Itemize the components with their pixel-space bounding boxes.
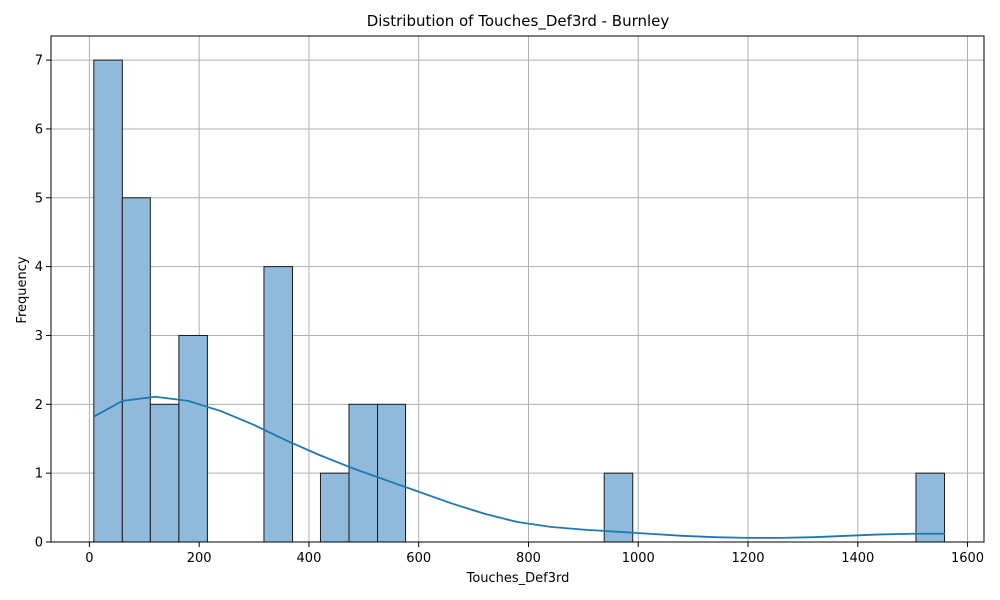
histogram-bar: [178, 334, 208, 543]
x-tick-label: 1600: [951, 551, 984, 566]
x-tick-label: 1200: [731, 551, 764, 566]
plot-frame: [50, 35, 985, 543]
x-tick-label: 600: [406, 551, 431, 566]
chart-title: Distribution of Touches_Def3rd - Burnley: [367, 12, 670, 31]
x-tick-label: 200: [187, 551, 212, 566]
y-tick-label: 4: [35, 260, 43, 275]
x-axis-ticks: 0 200 400 600 800 1000 1200 1400 1600: [85, 542, 984, 566]
y-tick-label: 3: [35, 329, 43, 344]
histogram-bar: [93, 59, 123, 543]
y-tick-label: 0: [35, 536, 43, 551]
x-tick-label: 800: [516, 551, 541, 566]
y-tick-label: 6: [35, 122, 43, 137]
x-tick-label: 1400: [841, 551, 874, 566]
y-tick-label: 5: [35, 191, 43, 206]
x-axis-label: Touches_Def3rd: [466, 571, 570, 586]
kde-layer: [92, 395, 946, 539]
histogram-bar: [348, 403, 379, 543]
y-axis-label: Frequency: [15, 256, 30, 323]
x-tick-label: 1000: [622, 551, 655, 566]
x-tick-label: 0: [85, 551, 93, 566]
y-tick-label: 1: [35, 467, 43, 482]
y-tick-label: 2: [35, 398, 43, 413]
y-axis-ticks: 0 1 2 3 4 5 6 7: [35, 54, 51, 551]
histogram-bar: [121, 197, 151, 543]
x-tick-label: 400: [297, 551, 322, 566]
histogram-bar: [263, 266, 293, 543]
histogram-bar: [319, 472, 350, 543]
histogram-bar: [377, 403, 407, 543]
bars-layer: [93, 59, 945, 543]
kde-curve: [92, 395, 946, 539]
y-tick-label: 7: [35, 54, 43, 69]
histogram-bar: [915, 472, 945, 543]
histogram-bar: [149, 403, 180, 543]
